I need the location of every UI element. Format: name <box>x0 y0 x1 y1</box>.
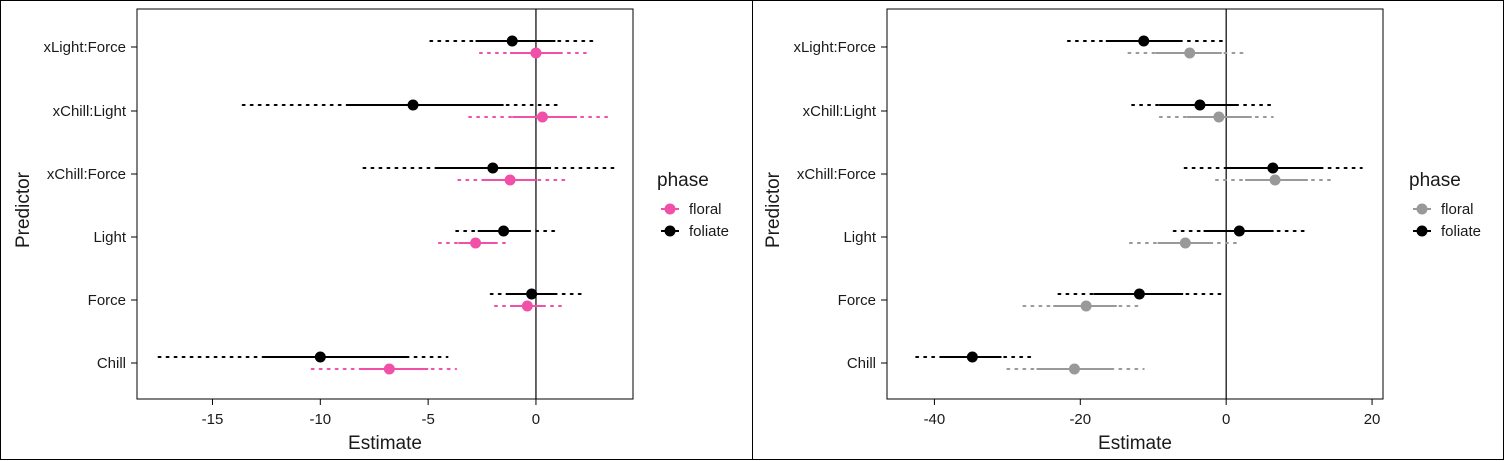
estimate-point <box>966 351 978 363</box>
estimate-point <box>1068 363 1080 375</box>
y-tick-label: Force <box>838 292 876 309</box>
plot-area <box>136 8 634 400</box>
estimate-point <box>1184 47 1196 59</box>
estimate-point <box>383 363 395 375</box>
left-chart-panel: -15 -10 -5 0 Chill Force Light xChill:Force xChi… <box>0 0 753 460</box>
legend-label: floral <box>689 201 722 218</box>
estimate-point <box>1267 162 1279 174</box>
legend-key-point <box>1416 225 1428 237</box>
estimate-point <box>470 237 482 249</box>
x-tick-label: -15 <box>202 411 224 428</box>
estimate-point <box>536 111 548 123</box>
estimate-point <box>1179 237 1191 249</box>
estimate-point <box>498 225 510 237</box>
estimate-point <box>1213 111 1225 123</box>
legend-label: floral <box>1441 201 1474 218</box>
y-tick-label: xChill:Light <box>803 103 877 120</box>
estimate-point <box>1233 225 1245 237</box>
estimate-point <box>521 300 533 312</box>
left-forest-plot: -15 -10 -5 0 Chill Force Light xChill:Force xChi… <box>13 8 729 454</box>
x-tick-label: 0 <box>532 411 540 428</box>
estimate-point <box>1138 35 1150 47</box>
series-foliate <box>157 35 615 363</box>
legend-title: phase <box>657 170 709 191</box>
estimate-point <box>487 162 499 174</box>
legend-key-point <box>664 203 676 215</box>
legend-key-point <box>664 225 676 237</box>
right-chart-panel: -40 -20 0 20 Chill Force Light xChill:Force xChi… <box>752 0 1504 460</box>
y-axis-title: Predictor <box>13 171 34 248</box>
estimate-point <box>1133 288 1145 300</box>
series-floral <box>1006 47 1337 375</box>
estimate-point <box>1194 99 1206 111</box>
y-tick-label: Chill <box>847 355 876 372</box>
legend-key-point <box>1416 203 1428 215</box>
x-tick-label: -20 <box>1069 411 1091 428</box>
legend-label: foliate <box>1441 223 1481 240</box>
y-tick-label: xChill:Force <box>797 166 876 183</box>
y-tick-label: Light <box>843 229 876 246</box>
estimate-point <box>526 288 538 300</box>
x-tick-label: 20 <box>1364 411 1381 428</box>
y-tick-label: Chill <box>97 355 126 372</box>
legend: phase floral foliate <box>1409 170 1481 240</box>
y-tick-label: xLight:Force <box>793 39 876 56</box>
x-tick-label: -40 <box>924 411 946 428</box>
y-tick-label: Force <box>88 292 126 309</box>
right-forest-plot: -40 -20 0 20 Chill Force Light xChill:Force xChi… <box>763 8 1481 454</box>
series-foliate <box>915 35 1363 363</box>
estimate-point <box>506 35 518 47</box>
estimate-point <box>504 174 516 186</box>
x-tick-label: -10 <box>309 411 331 428</box>
y-tick-label: xChill:Force <box>47 166 126 183</box>
y-axis-title: Predictor <box>763 171 784 248</box>
x-tick-label: 0 <box>1222 411 1230 428</box>
series-floral <box>310 47 611 375</box>
plot-area <box>886 8 1384 400</box>
estimate-point <box>530 47 542 59</box>
x-tick-label: -5 <box>421 411 434 428</box>
estimate-point <box>1269 174 1281 186</box>
estimate-point <box>314 351 326 363</box>
legend-label: foliate <box>689 223 729 240</box>
x-axis-title: Estimate <box>348 433 422 454</box>
y-tick-label: xLight:Force <box>43 39 126 56</box>
x-axis-title: Estimate <box>1098 433 1172 454</box>
y-tick-label: xChill:Light <box>53 103 127 120</box>
legend: phase floral foliate <box>657 170 729 240</box>
legend-title: phase <box>1409 170 1461 191</box>
y-tick-label: Light <box>93 229 126 246</box>
estimate-point <box>1080 300 1092 312</box>
estimate-point <box>407 99 419 111</box>
